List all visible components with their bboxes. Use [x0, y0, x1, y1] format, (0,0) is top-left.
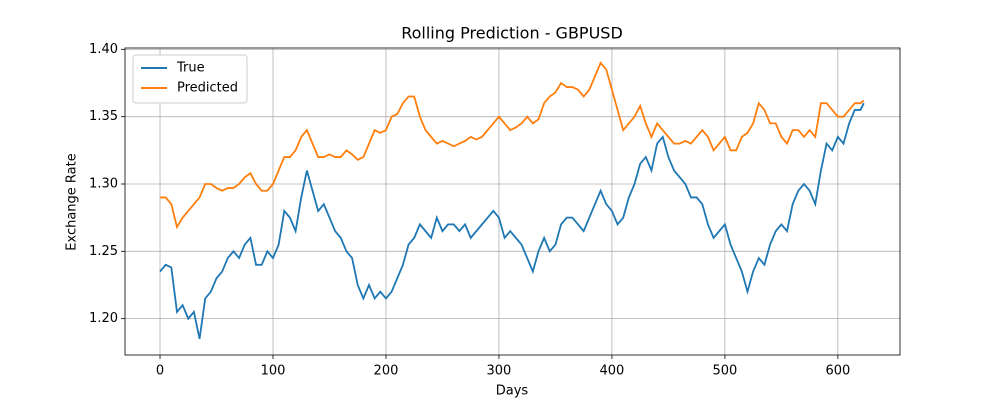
chart-title: Rolling Prediction - GBPUSD — [401, 24, 623, 43]
x-tick-label: 600 — [825, 364, 850, 379]
y-tick-label: 1.35 — [89, 109, 118, 124]
x-tick-label: 300 — [487, 364, 512, 379]
y-tick-label: 1.20 — [89, 311, 118, 326]
x-axis-label: Days — [496, 384, 529, 399]
legend: True Predicted — [132, 54, 248, 104]
x-tick-label: 200 — [374, 364, 399, 379]
y-tick-label: 1.25 — [89, 244, 118, 259]
legend-label: Predicted — [177, 81, 238, 96]
x-tick-label: 500 — [712, 364, 737, 379]
x-tick-label: 100 — [261, 364, 286, 379]
data-line — [159, 102, 865, 340]
y-axis-label: Exchange Rate — [65, 153, 80, 250]
data-line — [160, 61, 865, 230]
y-tick-label: 1.40 — [89, 42, 118, 57]
y-tick-label: 1.30 — [89, 176, 118, 191]
x-tick-label: 400 — [600, 364, 625, 379]
legend-label: True — [176, 61, 205, 76]
x-tick-label: 0 — [156, 364, 164, 379]
plot-frame — [124, 47, 901, 356]
